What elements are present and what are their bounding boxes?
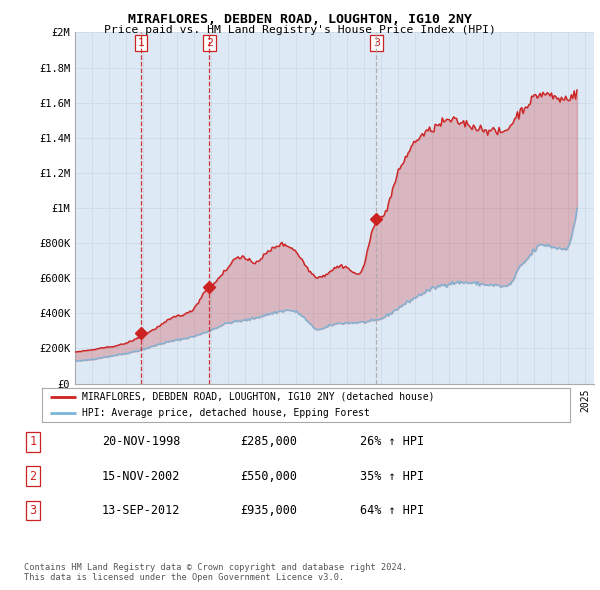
Text: HPI: Average price, detached house, Epping Forest: HPI: Average price, detached house, Eppi… (82, 408, 370, 418)
Text: 2: 2 (29, 470, 37, 483)
Text: 13-SEP-2012: 13-SEP-2012 (102, 504, 181, 517)
Text: 20-NOV-1998: 20-NOV-1998 (102, 435, 181, 448)
Text: 3: 3 (373, 38, 380, 48)
Text: 2: 2 (206, 38, 213, 48)
Text: £285,000: £285,000 (240, 435, 297, 448)
Text: MIRAFLORES, DEBDEN ROAD, LOUGHTON, IG10 2NY (detached house): MIRAFLORES, DEBDEN ROAD, LOUGHTON, IG10 … (82, 392, 434, 402)
Text: £935,000: £935,000 (240, 504, 297, 517)
Text: 3: 3 (29, 504, 37, 517)
Text: 64% ↑ HPI: 64% ↑ HPI (360, 504, 424, 517)
Text: MIRAFLORES, DEBDEN ROAD, LOUGHTON, IG10 2NY: MIRAFLORES, DEBDEN ROAD, LOUGHTON, IG10 … (128, 13, 472, 26)
Text: 1: 1 (137, 38, 145, 48)
Text: 15-NOV-2002: 15-NOV-2002 (102, 470, 181, 483)
Text: 1: 1 (29, 435, 37, 448)
Text: Contains HM Land Registry data © Crown copyright and database right 2024.
This d: Contains HM Land Registry data © Crown c… (24, 563, 407, 582)
Text: 26% ↑ HPI: 26% ↑ HPI (360, 435, 424, 448)
Text: £550,000: £550,000 (240, 470, 297, 483)
Text: Price paid vs. HM Land Registry's House Price Index (HPI): Price paid vs. HM Land Registry's House … (104, 25, 496, 35)
Text: 35% ↑ HPI: 35% ↑ HPI (360, 470, 424, 483)
